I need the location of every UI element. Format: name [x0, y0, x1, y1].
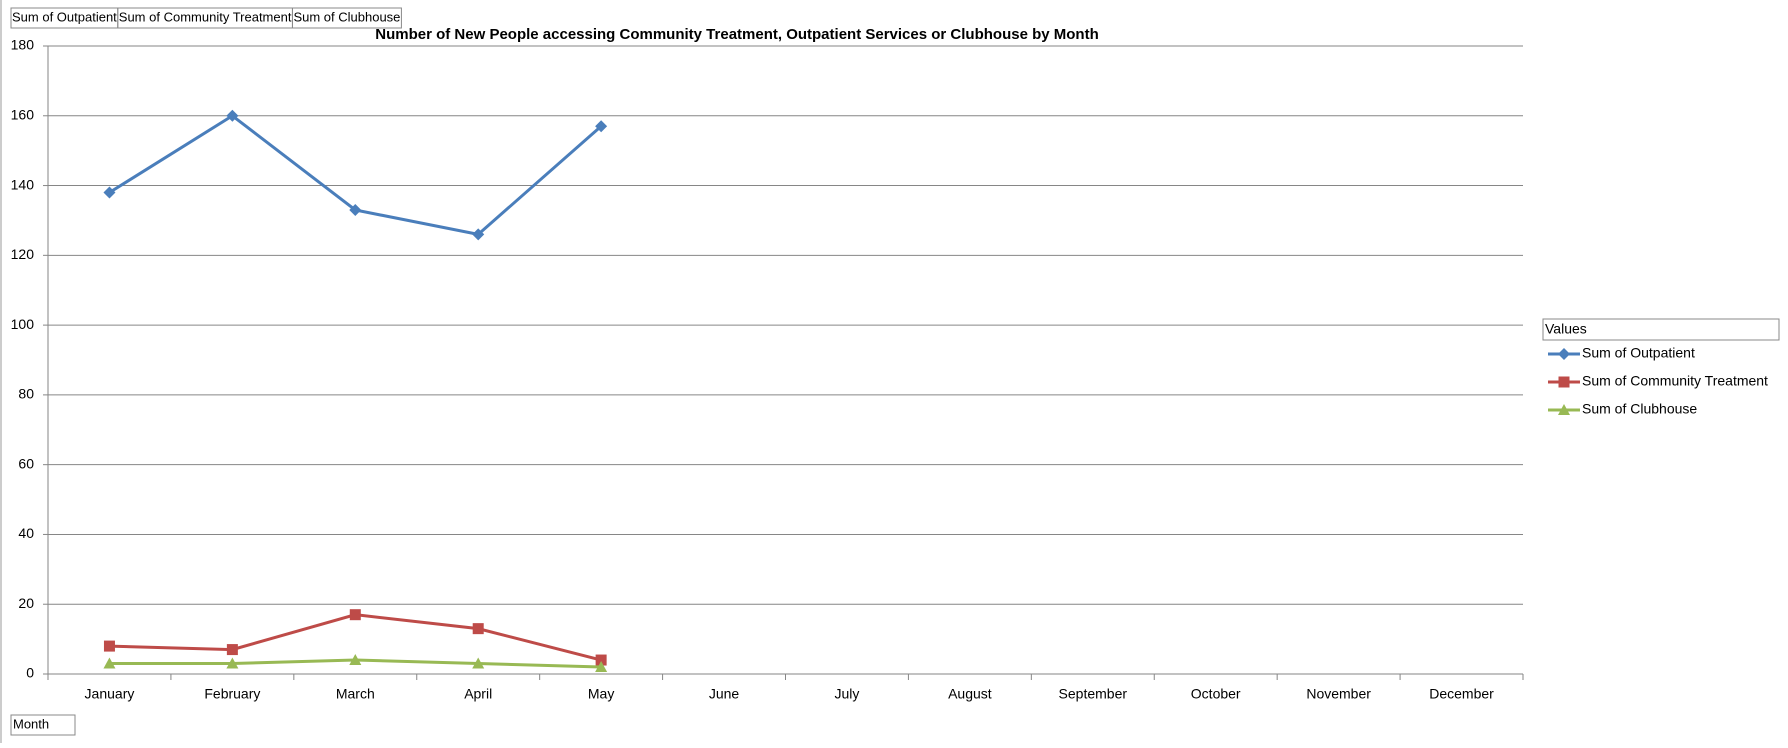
- field-button-label: Sum of Clubhouse: [293, 9, 400, 24]
- legend-label: Sum of Outpatient: [1582, 345, 1695, 361]
- marker: [226, 657, 239, 669]
- y-tick-label: 60: [18, 455, 34, 471]
- marker: [472, 657, 485, 669]
- marker: [595, 120, 608, 133]
- x-tick-label: December: [1429, 686, 1494, 702]
- y-tick-label: 20: [18, 595, 34, 611]
- x-tick-label: June: [709, 686, 740, 702]
- legend-title-box: [1542, 318, 1780, 341]
- y-tick-label: 160: [11, 106, 35, 122]
- y-tick-label: 80: [18, 386, 34, 402]
- legend-marker: [1558, 404, 1570, 415]
- y-tick-label: 140: [11, 176, 35, 192]
- x-tick-label: November: [1306, 686, 1371, 702]
- legend-marker: [1558, 376, 1570, 388]
- marker: [103, 640, 115, 652]
- marker: [349, 609, 361, 621]
- field-button-label: Sum of Community Treatment: [119, 9, 292, 24]
- x-tick-label: May: [588, 686, 614, 702]
- marker: [595, 661, 608, 673]
- x-tick-label: January: [85, 686, 135, 702]
- marker: [472, 623, 484, 635]
- x-tick-label: March: [336, 686, 375, 702]
- legend-label: Sum of Clubhouse: [1582, 401, 1697, 417]
- y-tick-label: 100: [11, 316, 35, 332]
- x-tick-label: July: [835, 686, 860, 702]
- y-tick-label: 40: [18, 525, 34, 541]
- chart-title: Number of New People accessing Community…: [375, 26, 1098, 43]
- marker: [595, 654, 607, 666]
- x-tick-label: February: [204, 686, 260, 702]
- marker: [226, 644, 238, 656]
- x-tick-label: August: [948, 686, 992, 702]
- legend-title: Values: [1545, 321, 1587, 337]
- marker: [349, 203, 362, 216]
- marker: [349, 654, 362, 666]
- field-button: [291, 7, 402, 29]
- series-line: [109, 613, 602, 662]
- marker: [103, 186, 116, 199]
- x-tick-label: September: [1059, 686, 1128, 702]
- x-tick-label: October: [1191, 686, 1241, 702]
- field-button: [10, 714, 76, 736]
- x-tick-label: April: [464, 686, 492, 702]
- marker: [103, 657, 116, 669]
- marker: [472, 228, 485, 241]
- legend-marker: [1558, 348, 1570, 360]
- legend-label: Sum of Community Treatment: [1582, 373, 1768, 389]
- series-line: [108, 113, 603, 237]
- y-tick-label: 0: [26, 665, 34, 681]
- marker: [226, 109, 239, 122]
- field-button-label: Month: [13, 716, 49, 731]
- field-button-label: Sum of Outpatient: [12, 9, 117, 24]
- y-tick-label: 180: [11, 37, 35, 53]
- y-tick-label: 120: [11, 246, 35, 262]
